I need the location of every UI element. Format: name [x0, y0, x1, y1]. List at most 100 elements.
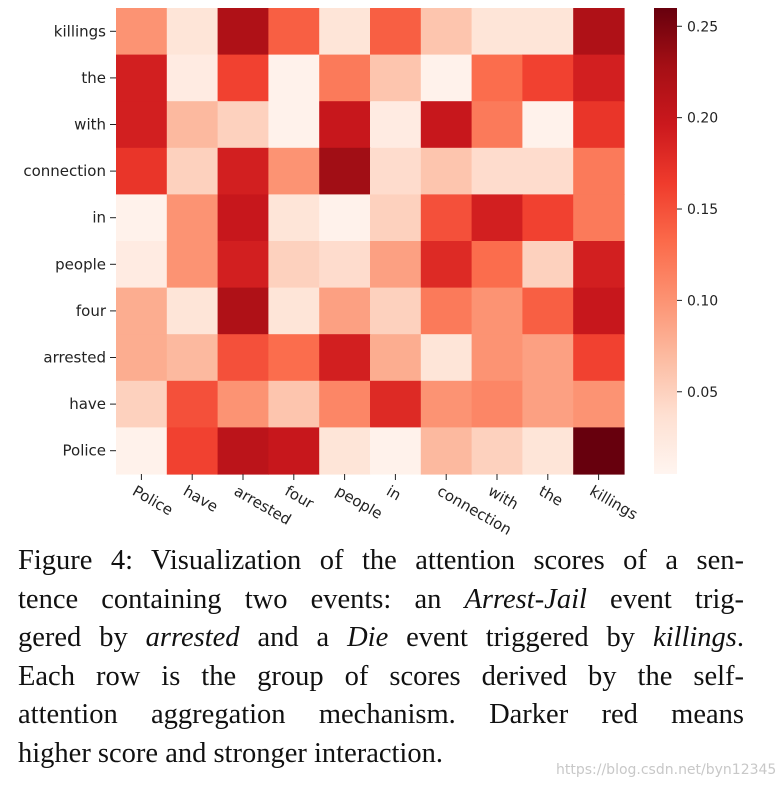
heatmap-cell — [573, 334, 625, 382]
heatmap-cell — [217, 287, 269, 335]
heatmap-cell — [319, 147, 371, 195]
heatmap-cell — [217, 101, 269, 149]
heatmap-cell — [319, 54, 371, 102]
caption-line: Each row is the group of scores derived … — [18, 658, 744, 697]
x-tick-label: people — [333, 482, 386, 523]
heatmap-cell — [420, 241, 473, 289]
heatmap-cell — [370, 194, 422, 242]
heatmap-cell — [471, 194, 523, 242]
y-tick-label: the — [81, 69, 106, 87]
heatmap-cell — [319, 334, 371, 382]
x-tick-label: have — [180, 482, 221, 516]
heatmap-cell — [420, 54, 473, 102]
heatmap-cell — [268, 101, 320, 149]
heatmap-cell — [370, 147, 422, 195]
y-tick-label: Police — [63, 442, 107, 460]
heatmap-cell — [420, 194, 473, 242]
heatmap-cell — [319, 427, 371, 475]
caption-italic-term: killings — [652, 622, 737, 653]
caption-line: tence containing two events: an Arrest-J… — [18, 581, 744, 620]
heatmap-cell — [471, 427, 523, 475]
heatmap-cell — [370, 241, 422, 289]
heatmap-cell — [268, 54, 320, 102]
heatmap-cell — [319, 380, 371, 428]
heatmap-cell — [166, 54, 219, 102]
heatmap-cell — [522, 380, 574, 428]
caption-italic-term: Die — [347, 622, 389, 653]
heatmap-cell — [522, 147, 574, 195]
y-tick-label: have — [69, 395, 106, 413]
heatmap-cell — [268, 427, 320, 475]
caption-text: attention aggregation mechanism. Darker … — [18, 699, 744, 730]
heatmap-cell — [573, 54, 625, 102]
caption-text: and a — [239, 622, 348, 653]
heatmap-cell — [522, 427, 574, 475]
heatmap-cell — [471, 380, 523, 428]
heatmap-cell — [166, 287, 219, 335]
heatmap-cell — [166, 101, 219, 149]
heatmap-cell — [370, 427, 422, 475]
heatmap-cell — [573, 101, 625, 149]
heatmap-cell — [268, 194, 320, 242]
caption-text: gered by — [18, 622, 146, 653]
heatmap-cell — [573, 194, 625, 242]
heatmap-cell — [268, 241, 320, 289]
heatmap-cell — [319, 287, 371, 335]
y-tick-label: arrested — [43, 349, 106, 367]
x-tick-label: Police — [129, 482, 176, 519]
caption-line: attention aggregation mechanism. Darker … — [18, 696, 744, 735]
heatmap-cell — [268, 334, 320, 382]
heatmap-cell — [116, 427, 168, 475]
heatmap-cell — [420, 147, 473, 195]
watermark-url: https://blog.csdn.net/byn12345 — [556, 762, 777, 778]
y-tick-label: killings — [54, 22, 106, 40]
x-tick-label: arrested — [231, 482, 294, 529]
heatmap-cell — [217, 380, 269, 428]
heatmap-cell — [116, 147, 168, 195]
caption-italic-term: Arrest-Jail — [464, 583, 587, 615]
heatmap-cell — [166, 8, 219, 56]
x-tick-label: the — [536, 482, 566, 510]
heatmap-cell — [217, 8, 269, 56]
colorbar: 0.05 0.10 0.15 0.20 0.25 — [654, 8, 718, 474]
heatmap-cell — [166, 241, 219, 289]
heatmap-cell — [370, 101, 422, 149]
caption-text: event triggered by — [388, 622, 653, 653]
heatmap-cell — [217, 54, 269, 102]
heatmap-cell — [319, 8, 371, 56]
heatmap-cell — [471, 287, 523, 335]
heatmap-cell — [116, 101, 168, 149]
heatmap-cells — [116, 8, 625, 475]
caption-text: . — [736, 622, 744, 653]
heatmap-cell — [116, 194, 168, 242]
colorbar-gradient — [654, 8, 677, 474]
heatmap-cell — [217, 241, 269, 289]
heatmap-cell — [573, 241, 625, 289]
heatmap-cell — [471, 147, 523, 195]
heatmap-cell — [166, 380, 219, 428]
y-tick-label: people — [55, 255, 106, 273]
caption-text: Figure 4: Visualization of the attention… — [18, 545, 744, 576]
caption-line: gered by arrested and a Die event trigge… — [18, 619, 744, 658]
heatmap-cell — [522, 241, 574, 289]
caption-text: tence containing two events: an — [18, 583, 465, 615]
heatmap-cell — [268, 380, 320, 428]
heatmap-cell — [522, 8, 574, 56]
x-tick-label: in — [383, 482, 404, 504]
heatmap-cell — [573, 8, 625, 56]
colorbar-tick-label: 0.15 — [687, 202, 718, 218]
heatmap-cell — [420, 334, 473, 382]
heatmap-cell — [370, 287, 422, 335]
caption-line: higher score and stronger interaction. — [18, 735, 744, 774]
colorbar-tick-label: 0.20 — [687, 111, 718, 127]
heatmap-cell — [319, 194, 371, 242]
heatmap-cell — [420, 101, 473, 149]
heatmap-cell — [573, 427, 625, 475]
y-axis-ticks: killings the with connection in people four arr… — [23, 22, 116, 460]
heatmap-cell — [522, 194, 574, 242]
attention-heatmap-chart: killingsthewithconnectioninpeoplefourarr… — [23, 8, 718, 539]
heatmap-cell — [217, 334, 269, 382]
heatmap-cell — [370, 334, 422, 382]
